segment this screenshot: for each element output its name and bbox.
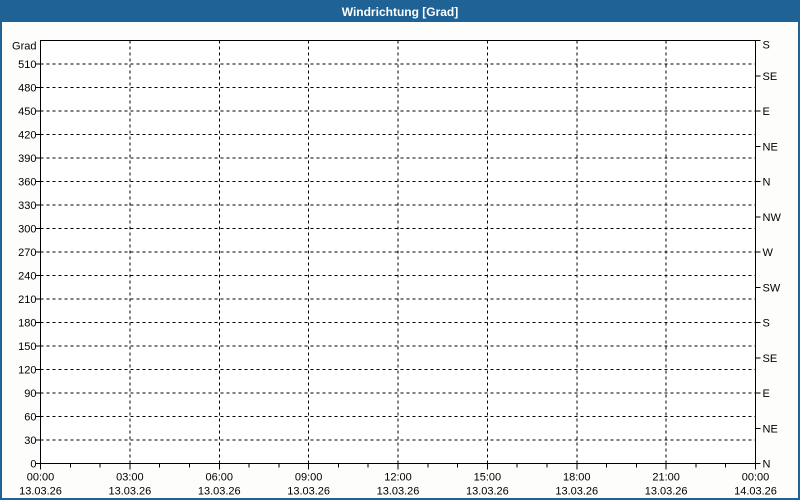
y-left-tick-label: 420 xyxy=(18,130,36,142)
y-left-tick-label: 390 xyxy=(18,153,36,165)
axis-ticks xyxy=(35,40,761,470)
y-right-tick-label: E xyxy=(763,388,770,400)
y-right-tick-label: N xyxy=(763,177,771,189)
y-right-tick-label: S xyxy=(763,318,770,330)
title-bar: Windrichtung [Grad] xyxy=(2,2,798,22)
x-tick-date-label: 13.03.26 xyxy=(108,486,151,498)
y-right-tick-label: W xyxy=(763,247,774,259)
y-left-tick-label: 120 xyxy=(18,365,36,377)
x-tick-date-label: 13.03.26 xyxy=(555,486,598,498)
y-right-tick-label: NE xyxy=(763,423,778,435)
axis-labels: 0 30 60 90 120 150 180 210 240 270 300 330 360 390 420… xyxy=(12,40,781,498)
y-left-tick-label: 270 xyxy=(18,247,36,259)
y-left-tick-label: 480 xyxy=(18,83,36,95)
y-right-tick-label: E xyxy=(763,106,770,118)
x-tick-date-label: 13.03.26 xyxy=(645,486,688,498)
x-tick-time-label: 03:00 xyxy=(116,472,144,484)
y-left-tick-label: 450 xyxy=(18,106,36,118)
x-tick-time-label: 06:00 xyxy=(205,472,233,484)
chart-area: 0 30 60 90 120 150 180 210 240 270 300 330 360 390 420… xyxy=(2,22,798,498)
y-right-tick-label: S xyxy=(763,40,770,52)
x-tick-date-label: 13.03.26 xyxy=(466,486,509,498)
y-left-tick-label: 300 xyxy=(18,224,36,236)
y-left-tick-label: 240 xyxy=(18,271,36,283)
x-tick-date-label: 14.03.26 xyxy=(734,486,777,498)
y-left-tick-label: 90 xyxy=(24,388,36,400)
y-left-tick-label: 0 xyxy=(30,459,36,471)
y-left-tick-label: 210 xyxy=(18,294,36,306)
y-axis-unit-label: Grad xyxy=(12,41,36,53)
y-left-tick-label: 330 xyxy=(18,200,36,212)
x-tick-time-label: 21:00 xyxy=(652,472,680,484)
y-right-tick-label: SE xyxy=(763,353,778,365)
y-left-tick-label: 60 xyxy=(24,412,36,424)
y-left-tick-label: 180 xyxy=(18,318,36,330)
y-left-tick-label: 150 xyxy=(18,341,36,353)
x-tick-date-label: 13.03.26 xyxy=(377,486,420,498)
y-right-tick-label: N xyxy=(763,459,771,471)
y-right-tick-label: SE xyxy=(763,71,778,83)
y-left-tick-label: 360 xyxy=(18,177,36,189)
gridlines xyxy=(40,40,756,464)
x-tick-time-label: 18:00 xyxy=(563,472,591,484)
x-tick-date-label: 13.03.26 xyxy=(19,486,62,498)
x-tick-time-label: 12:00 xyxy=(384,472,412,484)
x-tick-date-label: 13.03.26 xyxy=(287,486,330,498)
plot-border xyxy=(40,40,756,464)
y-right-tick-label: NW xyxy=(763,212,782,224)
y-left-tick-label: 510 xyxy=(18,59,36,71)
x-tick-time-label: 15:00 xyxy=(474,472,502,484)
y-right-tick-label: NE xyxy=(763,141,778,153)
x-tick-time-label: 00:00 xyxy=(742,472,770,484)
wind-direction-chart: 0 30 60 90 120 150 180 210 240 270 300 330 360 390 420… xyxy=(12,40,781,498)
y-right-tick-label: SW xyxy=(763,282,781,294)
x-tick-time-label: 09:00 xyxy=(295,472,323,484)
y-left-tick-label: 30 xyxy=(24,435,36,447)
window-title: Windrichtung [Grad] xyxy=(341,5,459,19)
x-tick-date-label: 13.03.26 xyxy=(198,486,241,498)
x-tick-time-label: 00:00 xyxy=(27,472,55,484)
